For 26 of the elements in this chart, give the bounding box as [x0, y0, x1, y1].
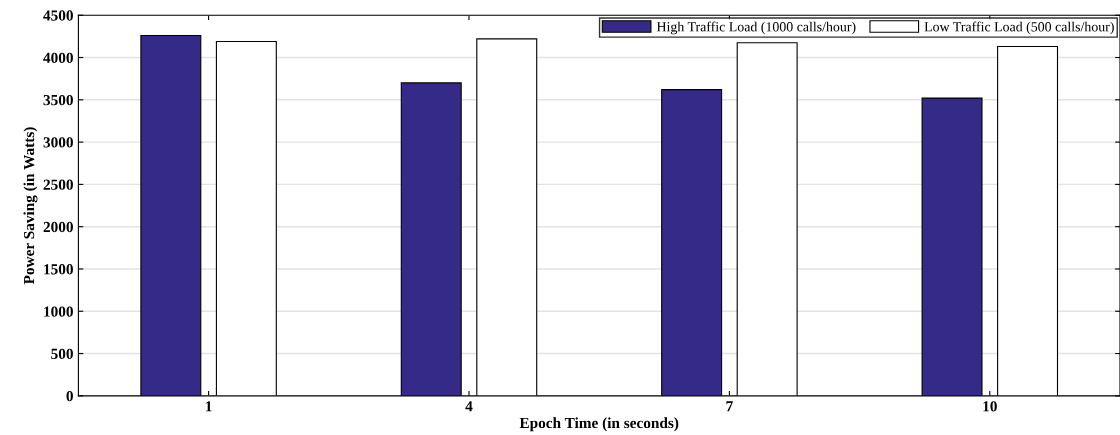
- bar: [921, 97, 983, 396]
- y-axis-title: Power Saving (in Watts): [23, 127, 38, 285]
- x-tick-label: 7: [726, 401, 733, 412]
- x-tick-label: 10: [983, 401, 997, 412]
- x-tick-label: 1: [206, 401, 212, 412]
- bar: [476, 38, 538, 396]
- bar: [215, 40, 277, 396]
- y-tick-label: 4000: [43, 52, 73, 63]
- bar: [997, 45, 1059, 396]
- bar: [400, 82, 462, 396]
- y-tick-label: 3000: [43, 137, 73, 148]
- y-tick-label: 1000: [44, 306, 73, 317]
- bar: [140, 34, 202, 396]
- y-tick-label: 3500: [43, 94, 73, 106]
- y-tick-label: 1500: [44, 264, 73, 275]
- y-tick-label: 2000: [43, 221, 73, 233]
- y-tick-label: 2500: [43, 179, 73, 190]
- y-tick-label: 4500: [43, 10, 73, 21]
- y-tick-label: 0: [66, 390, 73, 402]
- x-tick-label: 4: [465, 401, 473, 412]
- legend-label: Low Traffic Load (500 calls/hour): [924, 21, 1114, 35]
- x-axis-title: Epoch Time (in seconds): [519, 417, 679, 432]
- y-tick-label: 500: [51, 348, 73, 360]
- legend-label: High Traffic Load (1000 calls/hour): [656, 21, 856, 35]
- bar: [736, 42, 798, 396]
- bar: [661, 89, 723, 396]
